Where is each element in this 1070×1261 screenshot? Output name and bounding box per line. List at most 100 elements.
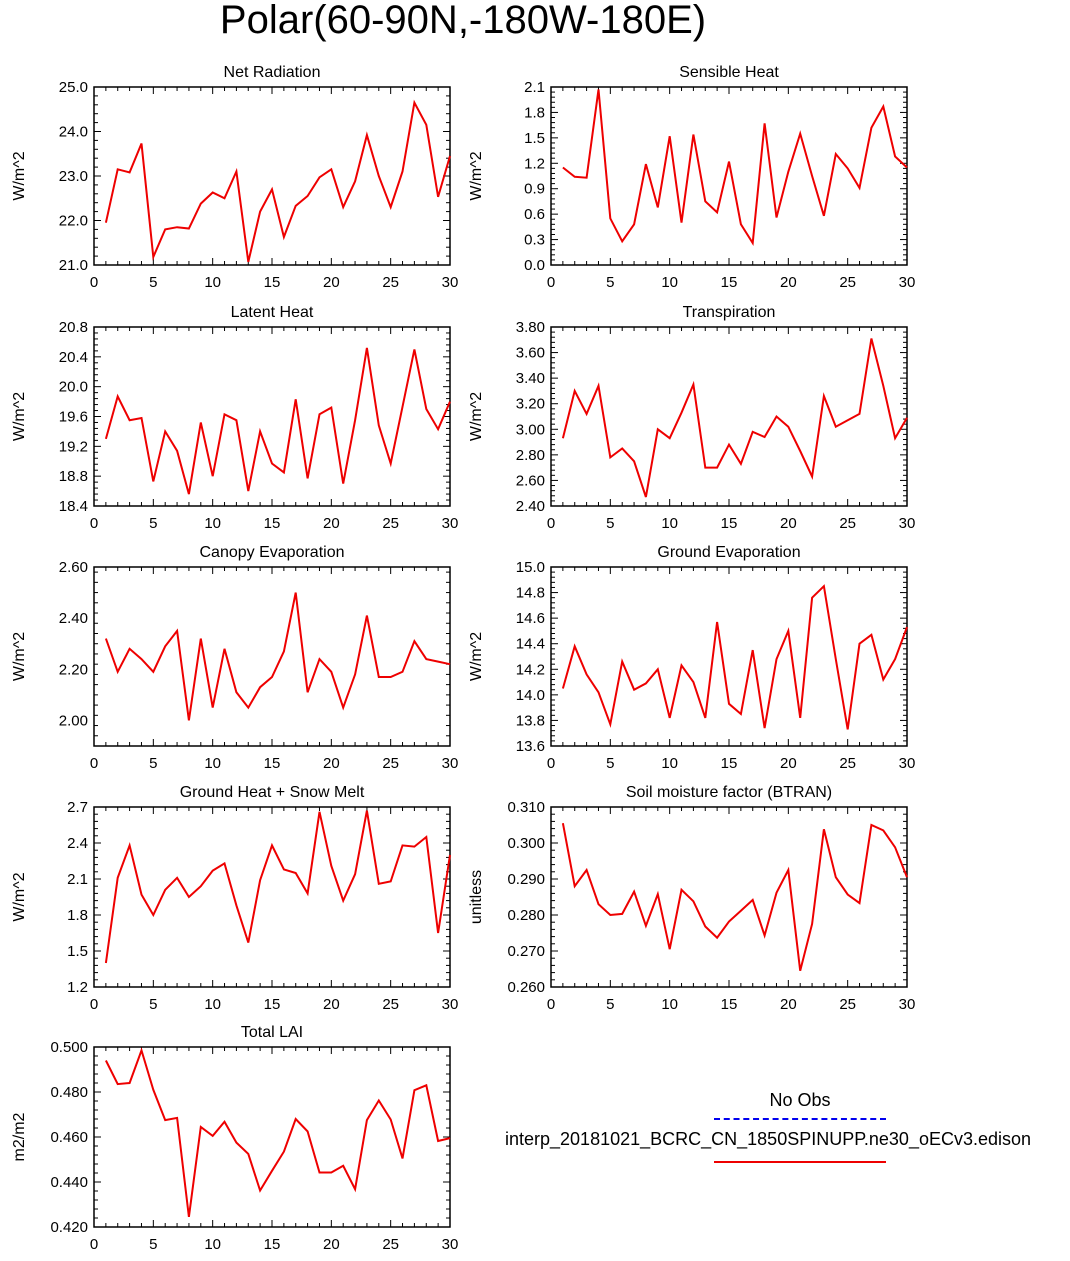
- y-axis-label: W/m^2: [468, 151, 485, 200]
- x-tick-label: 20: [323, 1236, 340, 1253]
- y-tick-label: 0.310: [507, 799, 545, 816]
- y-axis-label: m2/m2: [11, 1112, 28, 1161]
- y-tick-label: 3.40: [516, 370, 545, 387]
- plot-frame: [550, 806, 908, 988]
- y-tick-label: 0.260: [507, 979, 545, 996]
- x-tick-label: 0: [90, 515, 98, 532]
- x-tick-label: 5: [606, 755, 614, 772]
- x-tick-label: 10: [204, 1236, 221, 1253]
- x-tick-label: 25: [839, 515, 856, 532]
- series-line-model: [561, 823, 908, 972]
- y-tick-label: 2.1: [524, 79, 545, 96]
- x-tick-label: 0: [547, 755, 555, 772]
- y-tick-label: 2.40: [516, 498, 545, 515]
- x-tick-label: 15: [721, 515, 738, 532]
- series-line-model: [104, 592, 451, 721]
- y-tick-label: 2.40: [59, 610, 88, 627]
- y-tick-label: 3.00: [516, 421, 545, 438]
- y-axis-label: W/m^2: [468, 632, 485, 681]
- y-tick-label: 2.60: [516, 472, 545, 489]
- y-tick-label: 2.60: [59, 559, 88, 576]
- y-tick-label: 2.80: [516, 447, 545, 464]
- y-tick-label: 15.0: [516, 559, 545, 576]
- panel-title: Soil moisture factor (BTRAN): [626, 784, 832, 801]
- legend-obs-label: No Obs: [769, 1090, 831, 1110]
- x-tick-label: 20: [323, 274, 340, 291]
- x-tick-label: 30: [899, 515, 916, 532]
- y-tick-label: 0.3: [524, 232, 545, 249]
- y-axis-label: W/m^2: [11, 632, 28, 681]
- x-tick-label: 0: [547, 274, 555, 291]
- x-tick-label: 25: [839, 996, 856, 1013]
- x-tick-label: 5: [606, 996, 614, 1013]
- x-tick-label: 10: [204, 515, 221, 532]
- y-tick-label: 2.20: [59, 661, 88, 678]
- figure-title: Polar(60-90N,-180W-180E): [219, 0, 707, 42]
- plot-frame: [93, 86, 451, 266]
- plot-frame: [93, 806, 451, 988]
- legend-case-line: [714, 1161, 886, 1163]
- panel-title: Ground Heat + Snow Melt: [180, 784, 365, 801]
- x-tick-label: 25: [382, 755, 399, 772]
- y-tick-label: 1.5: [524, 130, 545, 147]
- x-tick-label: 0: [90, 1236, 98, 1253]
- y-tick-label: 0.500: [50, 1039, 88, 1056]
- y-tick-label: 21.0: [59, 257, 88, 274]
- x-tick-label: 20: [780, 515, 797, 532]
- y-tick-label: 25.0: [59, 79, 88, 96]
- legend-obs-line: [714, 1118, 886, 1120]
- y-tick-label: 19.2: [59, 438, 88, 455]
- x-tick-label: 25: [382, 274, 399, 291]
- y-tick-label: 2.7: [67, 799, 88, 816]
- x-tick-label: 15: [264, 1236, 281, 1253]
- y-tick-label: 20.4: [59, 349, 88, 366]
- x-tick-label: 5: [149, 274, 157, 291]
- x-tick-label: 15: [721, 755, 738, 772]
- y-tick-label: 0.460: [50, 1129, 88, 1146]
- y-axis-label: unitless: [468, 870, 485, 924]
- y-tick-label: 2.00: [59, 712, 88, 729]
- series-line-model: [562, 89, 908, 246]
- panel-title: Ground Evaporation: [657, 544, 800, 561]
- series-line-model: [104, 99, 451, 263]
- y-tick-label: 20.8: [59, 319, 88, 336]
- x-tick-label: 5: [149, 515, 157, 532]
- x-tick-label: 15: [721, 996, 738, 1013]
- y-tick-label: 18.4: [59, 498, 88, 515]
- y-tick-label: 0.9: [524, 181, 545, 198]
- x-tick-label: 10: [661, 274, 678, 291]
- x-tick-label: 20: [780, 274, 797, 291]
- series-line-model: [561, 584, 908, 730]
- y-tick-label: 1.8: [524, 104, 545, 121]
- y-tick-label: 0.290: [507, 871, 545, 888]
- y-tick-label: 14.0: [516, 687, 545, 704]
- x-tick-label: 30: [899, 755, 916, 772]
- y-tick-label: 2.4: [67, 835, 88, 852]
- y-tick-label: 20.0: [59, 379, 88, 396]
- series-line-model: [561, 338, 908, 498]
- x-tick-label: 10: [661, 755, 678, 772]
- y-tick-label: 24.0: [59, 124, 88, 141]
- x-tick-label: 20: [323, 755, 340, 772]
- y-tick-label: 0.0: [524, 257, 545, 274]
- x-tick-label: 25: [839, 755, 856, 772]
- y-axis-label: W/m^2: [11, 872, 28, 921]
- x-tick-label: 0: [547, 996, 555, 1013]
- y-tick-label: 14.2: [516, 661, 545, 678]
- y-tick-label: 0.440: [50, 1174, 88, 1191]
- x-tick-label: 25: [382, 515, 399, 532]
- x-tick-label: 30: [442, 996, 459, 1013]
- x-tick-label: 5: [149, 755, 157, 772]
- x-tick-label: 20: [780, 996, 797, 1013]
- x-tick-label: 15: [721, 274, 738, 291]
- x-tick-label: 10: [661, 515, 678, 532]
- panel-title: Sensible Heat: [679, 64, 779, 81]
- x-tick-label: 0: [547, 515, 555, 532]
- y-tick-label: 14.8: [516, 585, 545, 602]
- y-tick-label: 14.6: [516, 610, 545, 627]
- x-tick-label: 30: [442, 274, 459, 291]
- x-tick-label: 15: [264, 996, 281, 1013]
- y-axis-label: W/m^2: [11, 392, 28, 441]
- x-tick-label: 25: [382, 1236, 399, 1253]
- y-tick-label: 13.8: [516, 712, 545, 729]
